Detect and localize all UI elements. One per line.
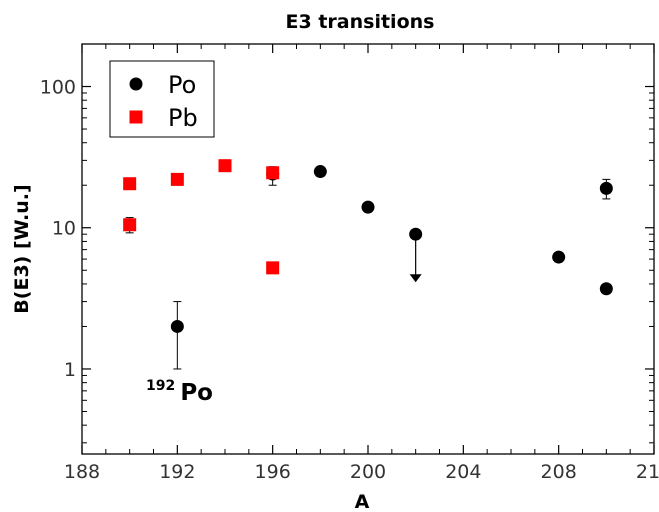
marker-pb [123, 177, 137, 191]
x-tick-label-188: 188 [64, 461, 100, 483]
legend: Po Pb [109, 60, 215, 138]
marker-po [552, 250, 566, 264]
y-tick-label-100: 100 [40, 77, 76, 99]
svg-text:192 Po: 192 Po [146, 375, 213, 406]
y-tick-label-10: 10 [52, 218, 76, 240]
marker-po [409, 227, 423, 241]
x-tick-label-196: 196 [255, 461, 291, 483]
marker-pb [266, 166, 280, 180]
legend-label-pb: Pb [168, 104, 198, 132]
y-axis: 1 10 100 [40, 43, 654, 444]
data-markers [123, 159, 613, 333]
chart-title: E3 transitions [286, 11, 435, 33]
marker-po [599, 282, 613, 296]
marker-pb [170, 172, 184, 186]
x-axis-title: A [355, 491, 370, 512]
marker-pb [123, 218, 137, 232]
x-tick-label-208: 208 [541, 461, 577, 483]
legend-marker-po [129, 77, 143, 91]
annotation-192po: 192 Po [146, 375, 213, 406]
marker-pb [218, 159, 232, 173]
annotation-element: Po [180, 380, 213, 406]
upper-limit-arrow [409, 234, 422, 283]
x-axis: 188 192 196 200 204 208 212 [64, 44, 659, 483]
y-axis-title: B(E3) [W.u.] [11, 184, 33, 313]
legend-marker-pb [129, 110, 143, 124]
legend-box [109, 60, 215, 138]
marker-po [170, 319, 184, 333]
y-tick-label-1: 1 [64, 359, 76, 381]
x-tick-label-204: 204 [445, 461, 481, 483]
marker-po [361, 200, 375, 214]
x-tick-label-192: 192 [159, 461, 195, 483]
error-bars [125, 166, 611, 370]
x-tick-label-200: 200 [350, 461, 386, 483]
marker-po [313, 165, 327, 179]
legend-label-po: Po [168, 71, 196, 99]
x-tick-label-212: 212 [636, 461, 659, 483]
marker-po [599, 181, 613, 195]
annotation-mass: 192 [146, 378, 175, 394]
marker-pb [266, 261, 280, 275]
error-bar [173, 301, 182, 370]
